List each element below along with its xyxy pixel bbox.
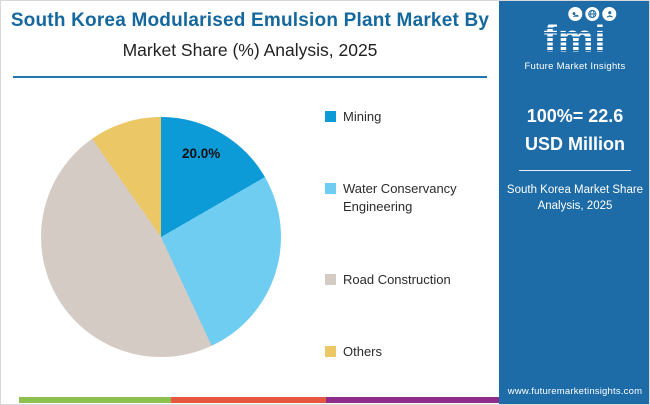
chart-title-line2: Market Share (%) Analysis, 2025	[122, 40, 378, 60]
legend-item-road-construction: Road Construction	[325, 271, 490, 289]
logo-circle-icons	[568, 7, 617, 21]
brand-sidebar: fmi Future Market Insights 100%= 22.6 US…	[499, 1, 649, 404]
waving-person-icon	[602, 7, 617, 21]
sidebar-divider	[519, 170, 631, 171]
fmi-logo-subtext: Future Market Insights	[524, 61, 626, 72]
legend: Mining Water Conservancy Engineering Road …	[325, 108, 490, 361]
legend-label: Road Construction	[343, 271, 451, 287]
caption-line2: Analysis, 2025	[537, 200, 613, 212]
legend-label: Water Conservancy Engineering	[343, 181, 457, 215]
pie-chart	[41, 117, 281, 357]
strip-segment	[326, 397, 499, 403]
chart-title-line1: South Korea Modularised Emulsion Plant M…	[10, 10, 490, 31]
strip-segment	[19, 397, 171, 403]
globe-icon	[585, 7, 600, 21]
title-underline	[13, 76, 487, 78]
legend-swatch	[325, 111, 336, 122]
bottom-color-strip	[19, 397, 499, 403]
legend-swatch	[325, 345, 336, 357]
stat-line2: USD Million	[525, 134, 625, 154]
chart-area: South Korea Modularised Emulsion Plant M…	[1, 1, 499, 404]
legend-label: Mining	[343, 109, 382, 124]
legend-label: Others	[343, 343, 383, 359]
fmi-logo-text: fmi	[515, 11, 635, 59]
legend-item-others: Others	[325, 343, 490, 361]
legend-swatch	[325, 183, 336, 195]
pie-slice-data-label: 20.0%	[182, 146, 221, 161]
legend-item-mining: Mining	[325, 108, 490, 126]
sidebar-caption: South Korea Market Share Analysis, 2025	[507, 182, 643, 214]
legend-swatch	[325, 273, 336, 285]
fmi-logo: fmi Future Market Insights	[515, 7, 635, 72]
legend-item-water-conservancy-engineering: Water Conservancy Engineering	[325, 180, 490, 216]
stat-line1: 100%= 22.6	[526, 106, 624, 126]
market-total-stat: 100%= 22.6 USD Million	[525, 102, 625, 158]
strip-segment	[171, 397, 326, 403]
caption-line1: South Korea Market Share	[506, 184, 644, 196]
website-url: www.futuremarketinsights.com	[507, 386, 643, 397]
chart-header: South Korea Modularised Emulsion Plant M…	[1, 1, 499, 78]
person-icon	[568, 7, 583, 21]
